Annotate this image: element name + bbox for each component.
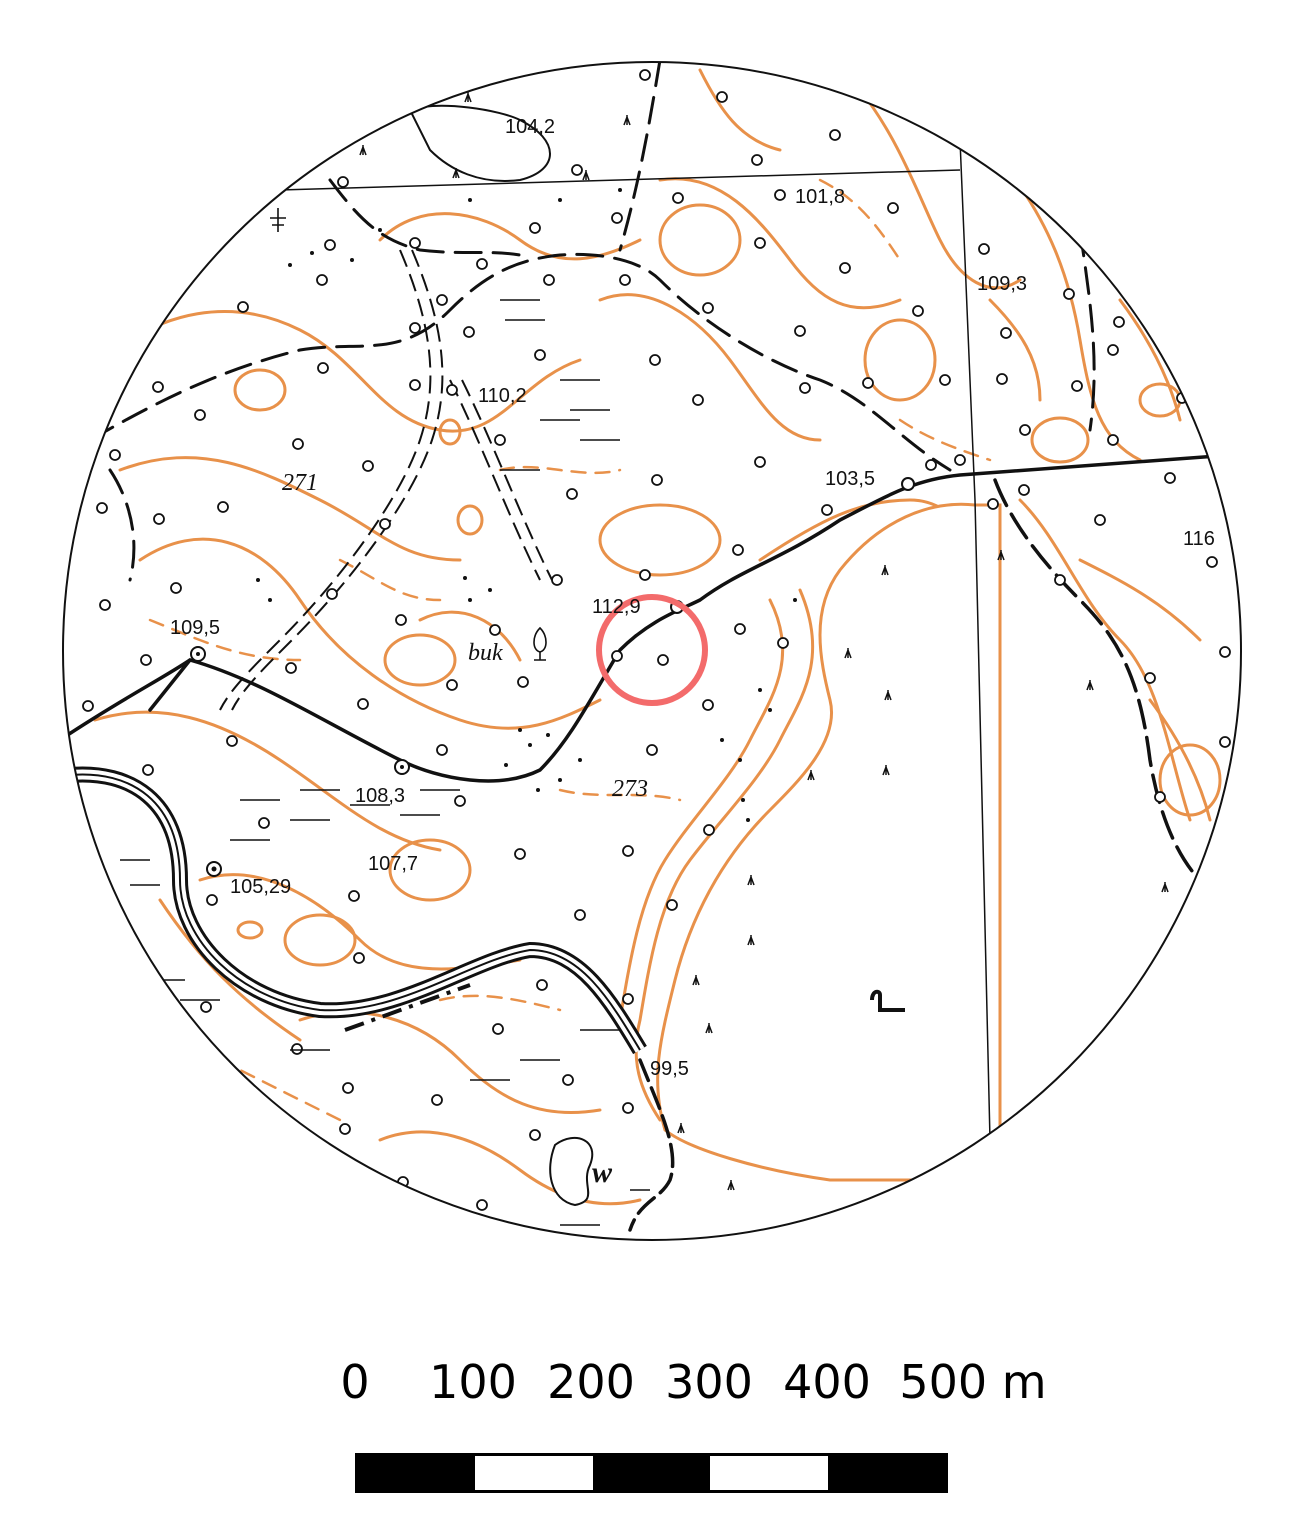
well-icon	[870, 989, 905, 1012]
marsh-south	[549, 1136, 594, 1207]
tracks	[88, 62, 1096, 582]
elevation-label: 99,5	[650, 1058, 689, 1080]
contour-lines	[78, 68, 1222, 1206]
scale-label: 400	[783, 1355, 871, 1409]
elevation-label: 104,2	[505, 116, 555, 138]
pit-circles	[82, 69, 1231, 1211]
scale-segment	[358, 1456, 476, 1490]
tree-icon	[270, 208, 547, 661]
contour-dashes	[148, 178, 992, 1122]
scale-label: 100	[429, 1355, 517, 1409]
scale-bar-graphic	[355, 1453, 948, 1493]
elevation-label: 103,5	[825, 468, 875, 490]
number-label: 271	[282, 470, 318, 496]
scale-segment	[827, 1456, 946, 1490]
boundary-lines	[279, 139, 991, 1141]
elevation-label: 112,9	[592, 596, 641, 618]
scale-label: 0	[340, 1355, 370, 1409]
scale-label: 500 m	[899, 1355, 1047, 1409]
elevation-label: 107,7	[368, 853, 418, 875]
scale-label: 200	[547, 1355, 635, 1409]
topographic-map: 104,2 101,8 109,3 110,2 103,5 116 112,9 …	[62, 61, 1242, 1241]
elevation-label: 109,5	[170, 617, 220, 639]
marsh-north	[408, 104, 551, 182]
elevation-label: 116	[1183, 528, 1215, 550]
scale-bar: 0 100 200 300 400 500 m	[300, 1355, 1060, 1505]
railway	[69, 766, 647, 1055]
place-label: buk	[468, 640, 503, 666]
lake	[656, 502, 1002, 1182]
scale-segment	[592, 1456, 711, 1490]
roads	[63, 453, 1232, 1232]
elevation-label: 110,2	[478, 385, 527, 407]
number-label: 273	[612, 776, 648, 802]
target-circle-icon	[596, 594, 708, 706]
scale-label: 300	[665, 1355, 753, 1409]
double-paths	[219, 249, 553, 711]
elevation-label: 109,3	[977, 273, 1027, 295]
scale-segment	[710, 1456, 828, 1490]
map-frame	[62, 61, 1242, 1241]
dot-symbols	[256, 188, 797, 822]
elevation-label: 105,29	[230, 876, 291, 898]
elevation-label: 101,8	[795, 186, 845, 208]
elevation-label: 108,3	[355, 785, 405, 807]
place-label: w	[592, 1156, 613, 1189]
marsh-icon	[359, 91, 1169, 1191]
meadow-hatching	[120, 299, 650, 1240]
scale-segment	[475, 1456, 593, 1490]
